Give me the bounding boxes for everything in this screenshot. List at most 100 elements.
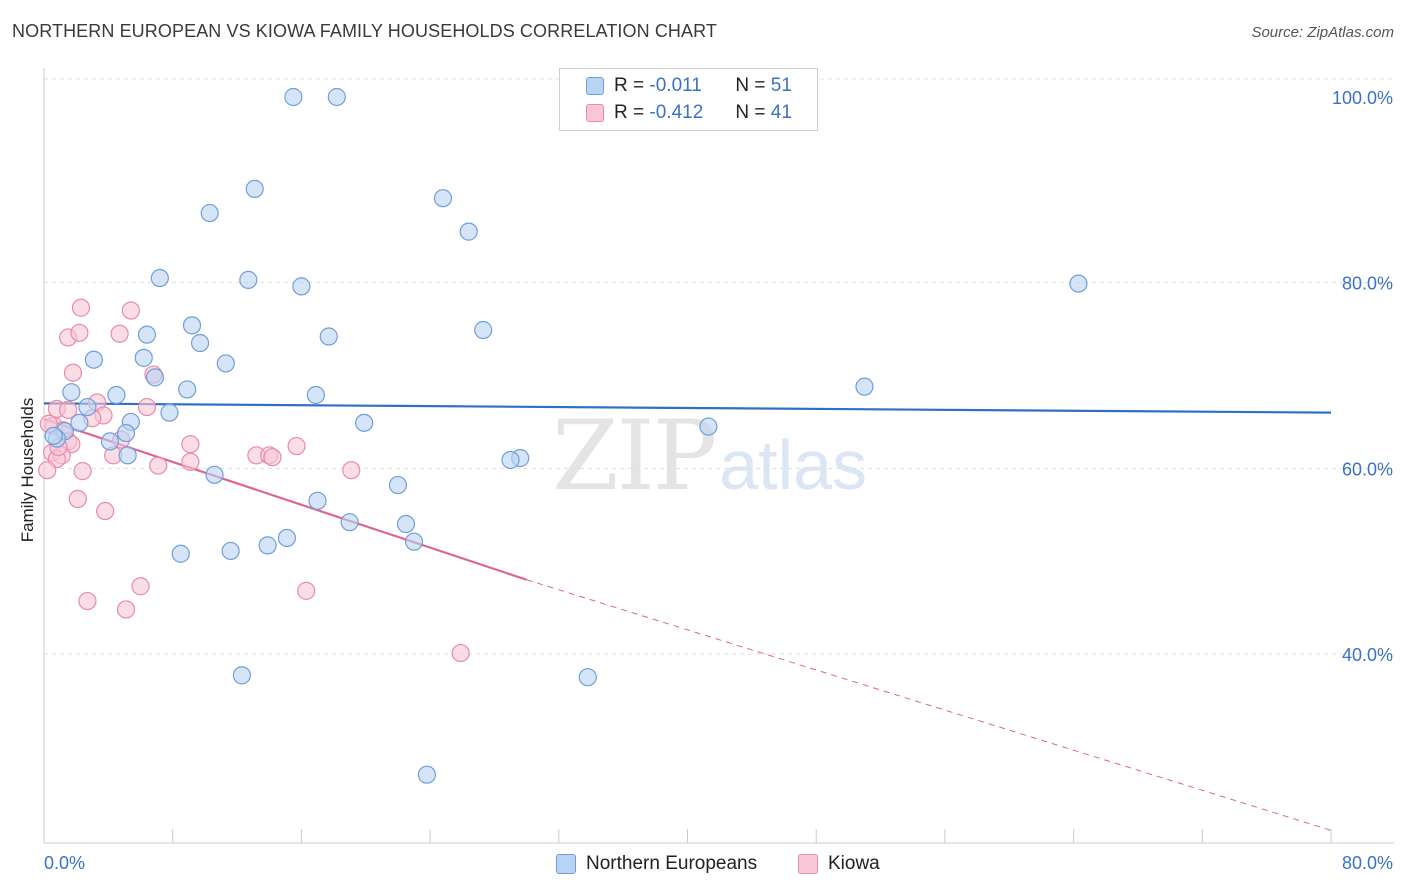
legend-row-kiowa: R = -0.412 N = 41 [586,101,792,125]
legend-r-value: -0.011 [649,75,702,96]
x-tick-label: 80.0% [1342,853,1393,873]
northern-european-point [70,413,89,432]
blue-swatch [586,77,604,95]
northern-european-point [340,513,359,532]
source-credit: Source: ZipAtlas.com [1251,24,1394,41]
kiowa-point [71,298,91,317]
y-axis-label-wrap: Family Households [0,300,56,640]
kiowa-point [181,435,200,454]
northern-european-point [1069,274,1088,293]
northern-european-point [221,541,240,561]
northern-european-point [292,277,311,296]
kiowa-point [263,448,282,467]
kiowa-point [96,501,115,521]
northern-european-point [182,316,202,335]
northern-european-point [501,450,520,470]
northern-european-point [200,203,219,223]
trend-lines [43,402,1332,831]
kiowa-point [342,461,361,480]
series-name: Kiowa [828,853,880,874]
northern-european-point [178,380,197,399]
northern-european-point [160,403,179,422]
northern-european-point [44,426,63,445]
northern-european-point [239,270,258,289]
northern-european-point [137,325,157,344]
northern-european-point [277,528,297,548]
northern-european-point [308,491,327,510]
northern-european-point [190,333,210,353]
gridlines [44,78,1394,655]
y-axis-label: Family Households [18,397,37,543]
northern-european-point [232,666,251,685]
northern-european-point [118,446,137,465]
legend-row-northern-europeans: R = -0.011 N = 51 [586,74,792,98]
kiowa-point [131,577,150,596]
kiowa-point [137,397,157,417]
y-tick-label: 60.0% [1342,459,1393,479]
legend-n-value: 51 [770,75,792,96]
northern-european-point [388,475,408,495]
correlation-legend: R = -0.011 N = 51 R = -0.412 N = 41 [559,68,818,131]
northern-european-point [433,189,453,208]
northern-european-point [78,397,97,417]
legend-r-value: -0.412 [649,102,704,123]
data-points [38,87,1088,784]
northern-european-point [417,765,436,784]
northern-european-point [171,544,190,563]
series-name: Northern Europeans [586,853,758,874]
kiowa-point [68,489,87,509]
northern-european-point [216,354,235,373]
kiowa-point [110,324,129,343]
northern-european-point [145,368,165,387]
kiowa-point [38,461,57,480]
kiowa-trend-extension [526,579,1332,831]
northern-european-point [327,87,346,107]
northern-european-point [319,327,338,346]
kiowa-point [116,600,136,619]
northern-european-point [134,348,153,367]
legend-n-value: 41 [770,102,792,123]
legend-r-label: R = [614,102,645,123]
kiowa-point [63,363,83,382]
legend-n-label: N = [735,102,766,123]
northern-european-point [116,423,136,443]
northern-european-point [855,377,874,396]
pink-swatch [798,854,818,874]
northern-european-point [150,268,169,288]
northern-european-point [245,179,264,199]
blue-swatch [556,854,576,874]
kiowa-point [297,581,316,600]
northern-european-point [205,465,224,484]
tick-labels: 40.0% 60.0% 80.0% 100.0% 0.0% 80.0% [44,88,1393,873]
y-tick-label: 100.0% [1332,88,1393,108]
northern-europeans-trend-line [43,402,1332,414]
kiowa-point [121,301,140,320]
northern-european-point [578,668,597,687]
northern-european-point [284,87,303,107]
northern-european-point [84,350,103,369]
axes [43,68,1394,844]
chart-title: NORTHERN EUROPEAN VS KIOWA FAMILY HOUSEH… [12,21,717,41]
northern-european-point [396,514,416,534]
northern-european-point [306,385,325,405]
northern-european-point [107,385,126,405]
kiowa-point [73,462,92,481]
northern-european-point [699,417,718,436]
legend-r-label: R = [614,75,645,96]
northern-european-point [100,432,120,451]
northern-european-point [258,536,277,555]
bottom-legend-northern-europeans: Northern Europeans [556,852,757,876]
northern-european-point [459,222,478,241]
y-tick-label: 40.0% [1342,645,1393,665]
kiowa-point [181,452,200,471]
northern-european-point [404,532,424,551]
pink-swatch [586,104,604,122]
kiowa-point [70,323,89,342]
x-tick-label: 0.0% [44,853,85,873]
northern-european-point [62,383,81,402]
legend-n-label: N = [735,75,766,96]
kiowa-point [78,591,97,611]
kiowa-point [287,436,306,456]
kiowa-point [59,400,78,419]
